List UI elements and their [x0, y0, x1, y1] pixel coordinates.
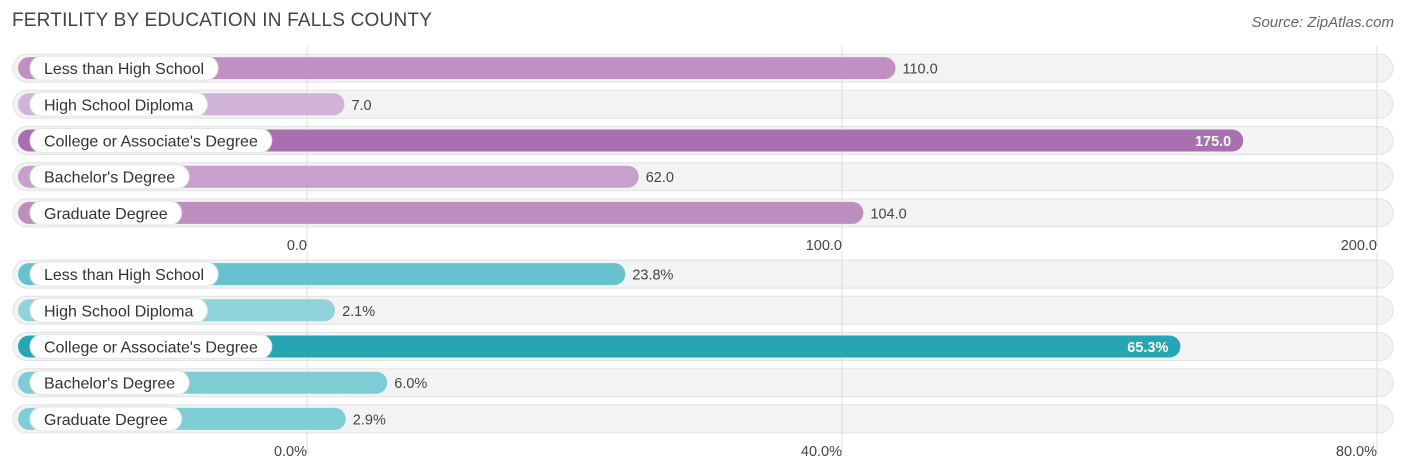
category-label: College or Associate's Degree — [44, 340, 258, 357]
value-label: 110.0 — [903, 62, 938, 78]
category-label: High School Diploma — [44, 97, 194, 114]
category-pill — [29, 261, 219, 287]
value-label: 2.9% — [353, 412, 386, 428]
chart-title: FERTILITY BY EDUCATION IN FALLS COUNTY — [12, 10, 433, 31]
category-pill — [29, 370, 190, 396]
tick-label: 0.0% — [274, 444, 307, 460]
value-label: 104.0 — [870, 206, 906, 222]
tick-label: 0.0 — [287, 238, 307, 254]
tick-label: 200.0 — [1341, 238, 1377, 254]
category-label: Bachelor's Degree — [44, 170, 175, 187]
tick-label: 80.0% — [1336, 444, 1377, 460]
category-label: Graduate Degree — [44, 412, 168, 429]
row-track — [12, 295, 1394, 325]
value-label: 175.0 — [1195, 134, 1231, 150]
value-label: 2.1% — [342, 304, 375, 320]
category-pill — [29, 297, 208, 323]
category-label: Bachelor's Degree — [44, 376, 175, 393]
bar — [18, 129, 1244, 152]
value-label: 62.0 — [646, 170, 674, 186]
value-label: 23.8% — [632, 268, 673, 284]
category-label: College or Associate's Degree — [44, 134, 258, 151]
category-pill — [29, 91, 208, 117]
category-label: Less than High School — [44, 267, 204, 284]
value-label: 7.0 — [351, 98, 371, 114]
chart-source: Source: ZipAtlas.com — [1251, 14, 1394, 31]
bar — [18, 335, 1181, 358]
row-track — [12, 404, 1394, 434]
category-label: Graduate Degree — [44, 206, 168, 223]
bar — [18, 201, 864, 224]
tick-label: 100.0 — [806, 238, 842, 254]
row-track — [12, 89, 1394, 119]
category-label: High School Diploma — [44, 303, 194, 320]
category-pill — [29, 406, 183, 432]
bar — [18, 57, 896, 80]
category-pill — [29, 200, 183, 226]
value-label: 6.0% — [394, 376, 427, 392]
category-pill — [29, 164, 190, 190]
tick-label: 40.0% — [801, 444, 842, 460]
category-label: Less than High School — [44, 61, 204, 78]
category-pill — [29, 55, 219, 81]
category-pill — [29, 128, 273, 153]
category-pill — [29, 334, 273, 359]
value-label: 65.3% — [1127, 340, 1168, 356]
